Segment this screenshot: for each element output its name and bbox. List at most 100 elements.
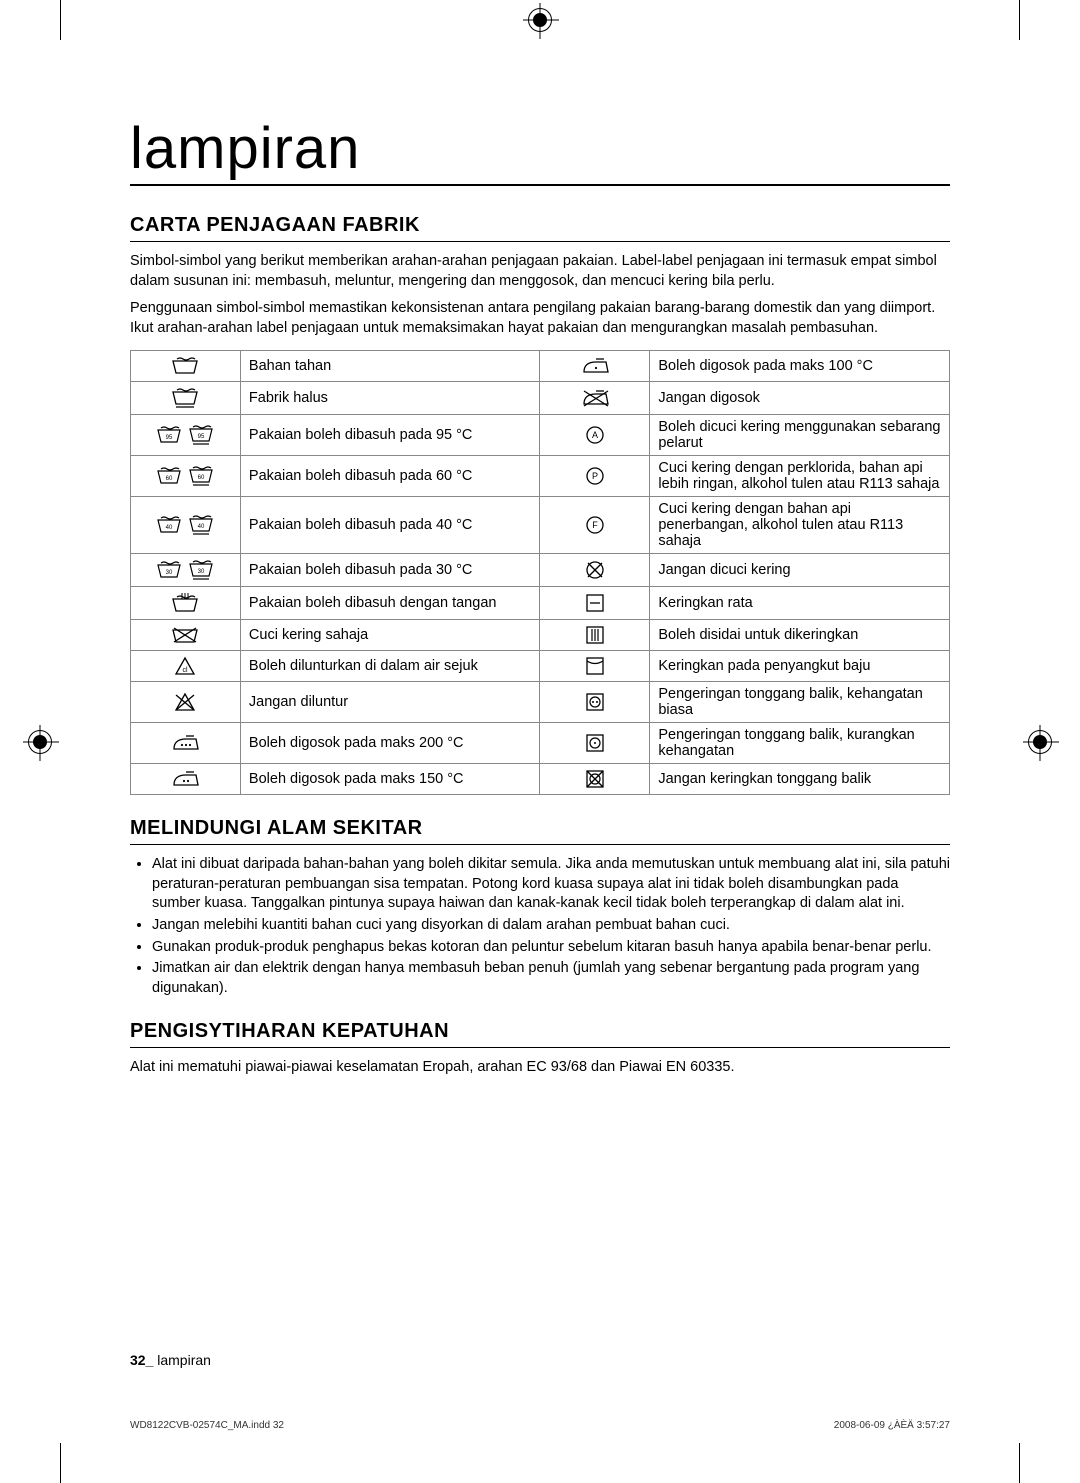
crop-mark [1019, 0, 1020, 40]
svg-text:30: 30 [198, 569, 205, 575]
symbol-cell [131, 682, 241, 723]
page-number: 32_ [130, 1352, 153, 1368]
desc-cell: Pengeringan tonggang balik, kurangkan ke… [650, 723, 950, 764]
symbol-cell [131, 382, 241, 415]
desc-cell: Pakaian boleh dibasuh pada 40 °C [240, 497, 540, 554]
drip-dry-icon [584, 655, 606, 677]
registration-mark-icon [28, 730, 52, 754]
symbol-cell [131, 587, 241, 620]
table-row: 95 95 Pakaian boleh dibasuh pada 95 °C A… [131, 415, 950, 456]
symbol-cell: A [540, 415, 650, 456]
tumble-dry-low-icon [584, 732, 606, 754]
symbol-cell: 60 60 [131, 456, 241, 497]
desc-cell: Boleh dicuci kering menggunakan sebarang… [650, 415, 950, 456]
footer-label: lampiran [157, 1352, 211, 1368]
symbol-cell [131, 764, 241, 795]
care-symbols-table: Bahan tahan Boleh digosok pada maks 100 … [130, 350, 950, 795]
crop-mark [1019, 1443, 1020, 1483]
iron-crossed-icon [578, 388, 612, 408]
desc-cell: Boleh digosok pada maks 100 °C [650, 351, 950, 382]
bleach-icon: cl [173, 655, 197, 677]
symbol-cell: P [540, 456, 650, 497]
desc-cell: Boleh disidai untuk dikeringkan [650, 620, 950, 651]
desc-cell: Jangan keringkan tonggang balik [650, 764, 950, 795]
section-heading-environment: MELINDUNGI ALAM SEKITAR [130, 817, 950, 845]
washtub-95-icon: 95 [156, 424, 182, 446]
table-row: Pakaian boleh dibasuh dengan tangan Keri… [131, 587, 950, 620]
symbol-cell: cl [131, 651, 241, 682]
symbol-cell [540, 682, 650, 723]
desc-cell: Pakaian boleh dibasuh pada 60 °C [240, 456, 540, 497]
symbol-cell [540, 620, 650, 651]
page-title: lampiran [130, 115, 950, 186]
table-row: Fabrik halus Jangan digosok [131, 382, 950, 415]
crop-mark [60, 0, 61, 40]
desc-cell: Jangan diluntur [240, 682, 540, 723]
symbol-cell [540, 651, 650, 682]
svg-text:95: 95 [166, 435, 173, 441]
symbol-cell [131, 351, 241, 382]
symbol-cell: F [540, 497, 650, 554]
symbol-cell [540, 554, 650, 587]
symbol-cell [540, 723, 650, 764]
symbol-cell [540, 351, 650, 382]
page-content: lampiran CARTA PENJAGAAN FABRIK Simbol-s… [130, 115, 950, 1086]
symbol-cell [131, 723, 241, 764]
no-bleach-icon [173, 691, 197, 713]
symbol-cell: 40 40 [131, 497, 241, 554]
section-heading-chart: CARTA PENJAGAAN FABRIK [130, 214, 950, 242]
registration-mark-icon [1028, 730, 1052, 754]
desc-cell: Cuci kering dengan perklorida, bahan api… [650, 456, 950, 497]
table-row: 30 30 Pakaian boleh dibasuh pada 30 °C J… [131, 554, 950, 587]
section-heading-compliance: PENGISYTIHARAN KEPATUHAN [130, 1020, 950, 1048]
desc-cell: Pakaian boleh dibasuh pada 95 °C [240, 415, 540, 456]
washtub-30-icon: 30 [156, 559, 182, 581]
desc-cell: Jangan dicuci kering [650, 554, 950, 587]
list-item: Jimatkan air dan elektrik dengan hanya m… [152, 959, 950, 998]
desc-cell: Pakaian boleh dibasuh pada 30 °C [240, 554, 540, 587]
washtub-40-underline-icon: 40 [188, 513, 214, 537]
washtub-icon [170, 355, 200, 377]
symbol-cell [540, 587, 650, 620]
compliance-paragraph: Alat ini mematuhi piawai-piawai keselama… [130, 1058, 950, 1078]
symbol-cell: 95 95 [131, 415, 241, 456]
washtub-40-icon: 40 [156, 514, 182, 536]
crop-mark [60, 1443, 61, 1483]
desc-cell: Cuci kering sahaja [240, 620, 540, 651]
svg-text:95: 95 [198, 434, 205, 440]
symbol-cell [131, 620, 241, 651]
table-row: 40 40 Pakaian boleh dibasuh pada 40 °C F… [131, 497, 950, 554]
dryclean-crossed-icon [584, 559, 606, 581]
print-meta-left: WD8122CVB-02574C_MA.indd 32 [130, 1420, 284, 1431]
intro-paragraph: Simbol-simbol yang berikut memberikan ar… [130, 252, 950, 291]
dryclean-p-icon: P [584, 465, 606, 487]
svg-text:60: 60 [198, 475, 205, 481]
iron-two-dot-icon [168, 769, 202, 789]
no-tumble-dry-icon [584, 768, 606, 790]
dryclean-f-icon: F [584, 514, 606, 536]
svg-text:F: F [592, 520, 598, 530]
desc-cell: Fabrik halus [240, 382, 540, 415]
line-dry-icon [584, 624, 606, 646]
table-row: Cuci kering sahaja Boleh disidai untuk d… [131, 620, 950, 651]
washtub-95-underline-icon: 95 [188, 423, 214, 447]
desc-cell: Jangan digosok [650, 382, 950, 415]
intro-paragraph: Penggunaan simbol-simbol memastikan keko… [130, 299, 950, 338]
list-item: Jangan melebihi kuantiti bahan cuci yang… [152, 916, 950, 936]
svg-text:30: 30 [166, 570, 173, 576]
desc-cell: Boleh digosok pada maks 200 °C [240, 723, 540, 764]
desc-cell: Cuci kering dengan bahan api penerbangan… [650, 497, 950, 554]
dry-flat-icon [584, 592, 606, 614]
symbol-cell [540, 764, 650, 795]
tumble-dry-normal-icon [584, 691, 606, 713]
table-row: Boleh digosok pada maks 150 °C Jangan ke… [131, 764, 950, 795]
iron-three-dot-icon [168, 733, 202, 753]
dryclean-a-icon: A [584, 424, 606, 446]
desc-cell: Pengeringan tonggang balik, kehangatan b… [650, 682, 950, 723]
environment-list: Alat ini dibuat daripada bahan-bahan yan… [130, 855, 950, 998]
washtub-30-underline-icon: 30 [188, 558, 214, 582]
washtub-60-icon: 60 [156, 465, 182, 487]
svg-text:40: 40 [166, 525, 173, 531]
iron-one-dot-icon [578, 356, 612, 376]
svg-text:cl: cl [183, 667, 189, 674]
